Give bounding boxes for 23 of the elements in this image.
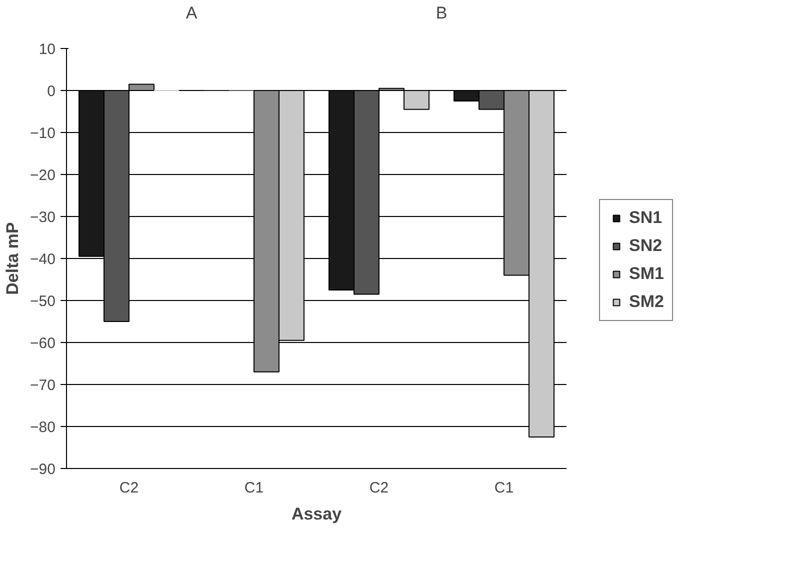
y-tick-label: −40 — [30, 251, 56, 268]
y-tick-label: −10 — [30, 125, 56, 142]
y-tick-label: −80 — [30, 419, 56, 436]
y-axis-title: Delta mP — [3, 222, 22, 295]
x-tick-label: C2 — [119, 480, 139, 496]
y-tick-label: −70 — [30, 377, 56, 394]
y-tick-label: −60 — [30, 335, 56, 352]
y-tick-label: 0 — [47, 83, 56, 100]
x-tick-label: C1 — [244, 480, 264, 496]
legend-label: SM1 — [629, 264, 664, 284]
y-tick-label: 10 — [38, 41, 56, 58]
legend-label: SM2 — [629, 292, 664, 312]
y-tick-label: −90 — [30, 461, 56, 478]
y-tick-label: −20 — [30, 167, 56, 184]
x-tick-label: C1 — [494, 480, 514, 496]
text: B — [436, 4, 448, 22]
x-tick-label: C2 — [369, 480, 389, 496]
legend-label: SN2 — [629, 236, 662, 256]
y-tick-label: −50 — [30, 293, 56, 310]
legend-label: SN1 — [629, 208, 662, 228]
x-axis-title: Assay — [291, 504, 342, 524]
y-tick-label: −30 — [30, 209, 56, 226]
text: A — [186, 4, 198, 22]
